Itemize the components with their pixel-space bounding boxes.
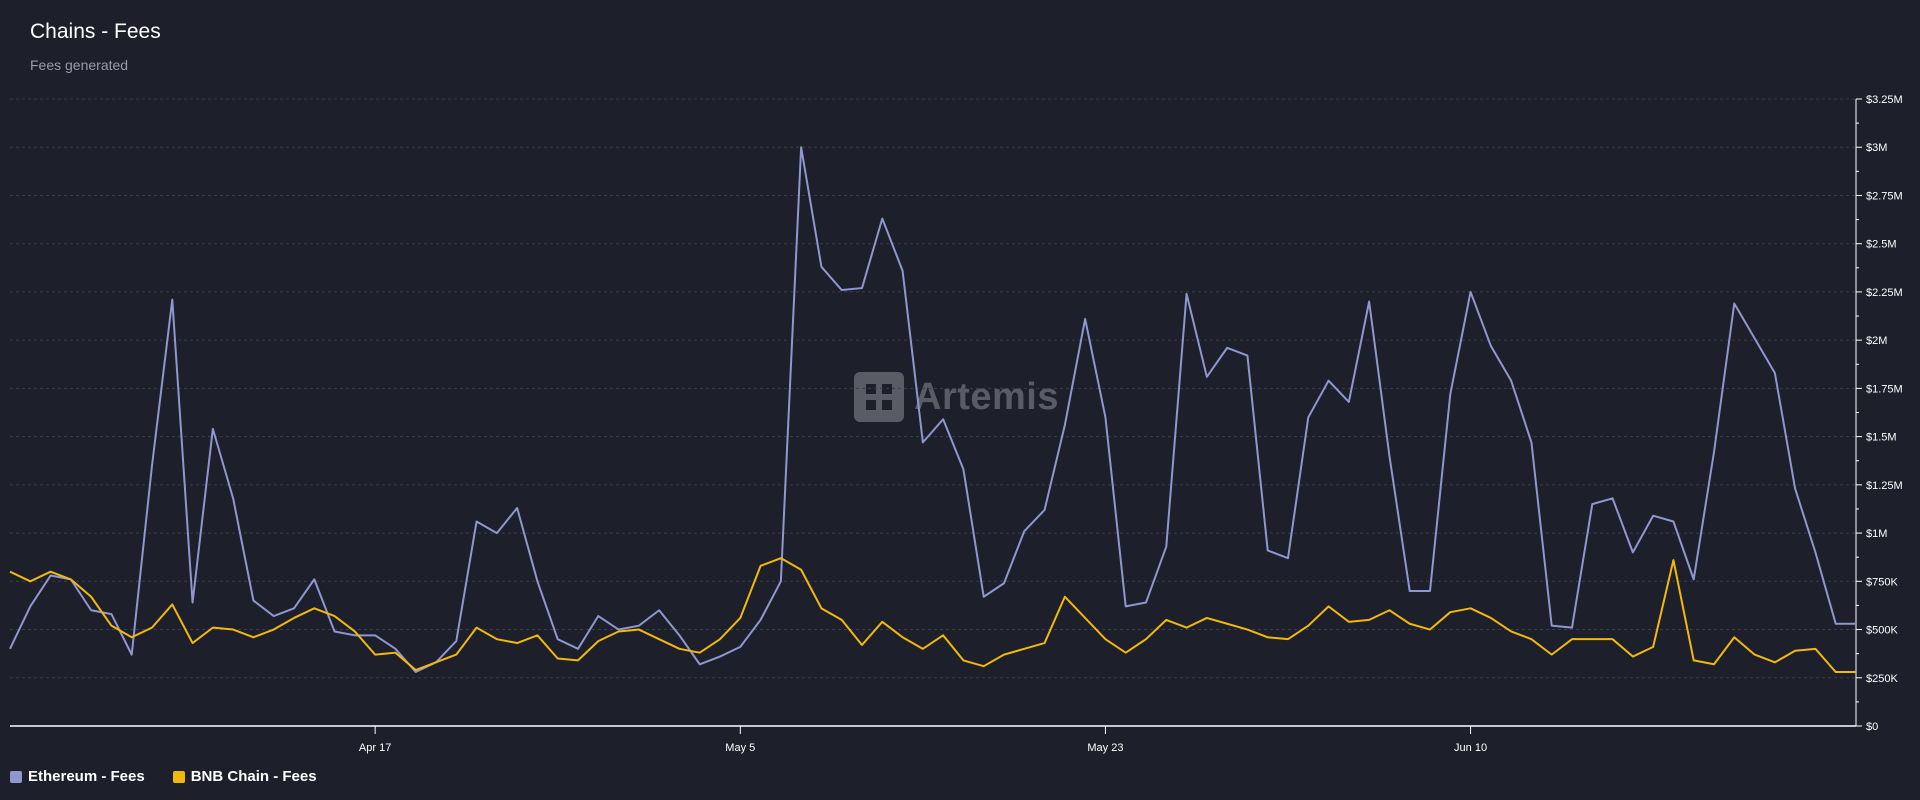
artemis-watermark: Artemis — [854, 372, 1059, 422]
x-tick-label: May 5 — [725, 742, 755, 754]
y-tick-label: $3M — [1866, 142, 1887, 154]
y-tick-label: $1M — [1866, 528, 1887, 540]
y-tick-label: $1.25M — [1866, 480, 1903, 492]
chart-title: Chains - Fees — [30, 20, 161, 43]
y-tick-label: $2.25M — [1866, 287, 1903, 299]
watermark-text: Artemis — [914, 375, 1059, 418]
series-group — [9, 146, 1856, 673]
legend-item-bnb[interactable]: BNB Chain - Fees — [172, 768, 317, 785]
y-tick-label: $2.75M — [1866, 190, 1903, 202]
y-axis: $0 $250K $500K $750K $1M $1.25M $1.5M $1.75M $2M… — [1855, 94, 1903, 733]
legend-label-bnb: BNB Chain - Fees — [190, 768, 317, 785]
x-tick-label: Jun 10 — [1454, 742, 1487, 754]
series-line-bnb[interactable] — [9, 557, 1856, 673]
y-tick-label: $0 — [1866, 721, 1878, 733]
legend-item-ethereum[interactable]: Ethereum - Fees — [10, 768, 145, 785]
grid-lines — [10, 98, 1856, 679]
series-line-ethereum[interactable] — [9, 146, 1856, 673]
legend-swatch-bnb — [172, 770, 185, 783]
x-tick-label: May 23 — [1087, 742, 1123, 754]
legend-label-ethereum: Ethereum - Fees — [28, 768, 145, 785]
y-tick-label: $1.75M — [1866, 383, 1903, 395]
artemis-logo-icon — [854, 372, 904, 422]
chart-legend: Ethereum - Fees BNB Chain - Fees — [10, 768, 317, 785]
x-axis: Apr 17 May 5 May 23 Jun 10 — [10, 725, 1856, 754]
y-tick-label: $2M — [1866, 335, 1887, 347]
y-tick-label: $3.25M — [1866, 94, 1903, 106]
legend-swatch-ethereum — [10, 770, 22, 783]
chart-subtitle: Fees generated — [30, 57, 129, 73]
fees-line-chart[interactable]: $0 $250K $500K $750K $1M $1.25M $1.5M $1.75M $2M… — [0, 0, 1920, 760]
x-tick-label: Apr 17 — [359, 742, 391, 754]
y-tick-label: $500K — [1866, 625, 1898, 637]
y-tick-label: $750K — [1866, 576, 1898, 588]
y-tick-label: $2.5M — [1866, 239, 1897, 251]
y-tick-label: $1.5M — [1866, 432, 1897, 444]
y-tick-label: $250K — [1866, 673, 1898, 685]
